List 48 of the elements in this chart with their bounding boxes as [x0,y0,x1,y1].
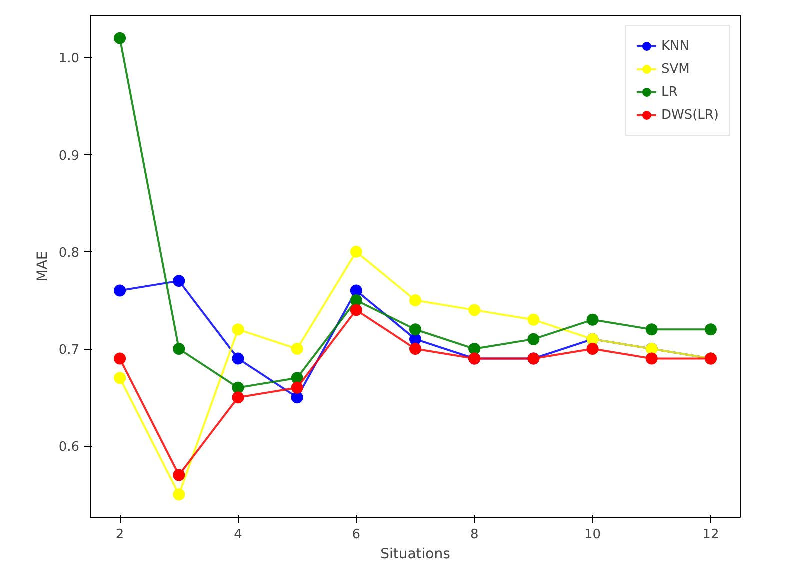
point [468,343,481,356]
y-tick-label: 0.8 [58,246,80,261]
point [114,32,126,44]
point [410,343,422,356]
point [468,304,481,316]
point [704,324,717,336]
point [291,392,304,404]
x-tick-label: 4 [234,528,242,542]
x-tick-label: 2 [116,528,124,542]
point [646,324,658,336]
legend-label: KNN [661,38,690,54]
point [173,488,186,501]
point [646,352,658,365]
point [586,343,599,356]
y-tick-label: 1.0 [58,52,80,67]
x-axis-title: Situations [380,546,450,562]
point [232,382,244,394]
point [410,324,422,336]
point [232,324,244,336]
point [528,314,540,326]
point [232,352,244,365]
point [114,284,126,297]
y-tick-label: 0.9 [58,148,80,164]
point [114,372,126,384]
y-tick-label: 0.7 [58,343,80,358]
x-tick-label: 12 [702,528,720,542]
y-tick-label: 0.6 [58,440,80,456]
x-tick-label: 6 [352,528,361,542]
point [350,294,362,306]
point [586,314,599,326]
point [173,469,186,482]
legend-label: LR [661,84,679,100]
point [291,382,304,394]
point [350,246,362,258]
point [291,343,304,356]
point [350,284,362,297]
y-axis-title: MAE [34,251,51,282]
x-tick-label: 10 [584,528,602,542]
point [350,304,362,316]
point [173,343,186,356]
x-tick-label: 8 [470,528,479,542]
point [232,392,244,404]
point [114,352,126,365]
point [528,333,540,346]
legend-label: DWS(LR) [661,108,719,122]
point [173,275,186,288]
point [410,294,422,306]
legend-label: SVM [661,62,690,76]
